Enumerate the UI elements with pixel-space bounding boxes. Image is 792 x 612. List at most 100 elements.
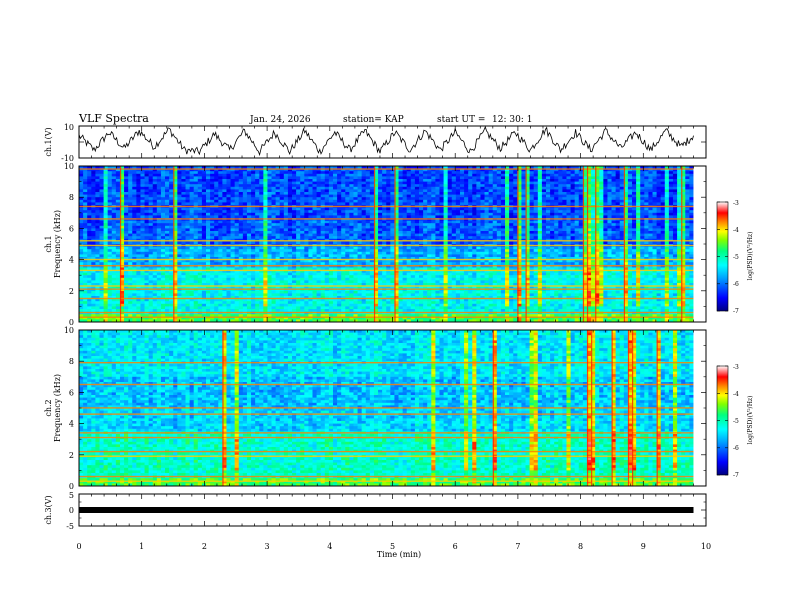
spectrogram-cell	[169, 207, 174, 211]
spectrogram-cell	[197, 176, 203, 180]
spectrogram-cell	[394, 168, 399, 172]
spectrogram-cell	[140, 215, 145, 219]
spectrogram-cell	[382, 223, 387, 227]
spectrogram-cell	[271, 176, 277, 180]
spectrogram-cell	[369, 181, 375, 185]
spectrogram-cell	[373, 231, 379, 234]
spectrogram-cell	[517, 220, 522, 224]
spectrogram-cell	[144, 197, 150, 201]
spectrogram-cell	[181, 236, 186, 240]
spectrogram-cell	[619, 176, 625, 180]
spectrogram-cell	[107, 246, 113, 250]
spectrogram-cell	[119, 168, 125, 172]
spectrogram-cell	[525, 179, 531, 182]
spectrogram-cell	[148, 176, 154, 180]
spectrogram-cell	[558, 223, 563, 227]
spectrogram-cell	[361, 249, 367, 253]
spectrogram-cell	[664, 207, 670, 211]
spectrogram-cell	[144, 212, 150, 216]
spectrogram-cell	[91, 207, 96, 211]
spectrogram-cell	[193, 223, 199, 227]
spectrogram-cell	[685, 166, 690, 169]
spectrogram-cell	[349, 199, 354, 203]
spectrogram-cell	[648, 225, 653, 229]
spectrogram-cell	[361, 207, 367, 211]
spectrogram-cell	[373, 173, 379, 177]
spectrogram-cell	[124, 246, 129, 250]
spectrogram-cell	[259, 225, 264, 229]
spectrogram-cell	[177, 199, 182, 203]
spectrogram-cell	[668, 173, 674, 177]
spectrogram-cell	[525, 228, 531, 232]
spectrogram-cell	[115, 199, 121, 203]
spectrogram-cell	[685, 231, 690, 234]
spectrogram-cell	[644, 212, 649, 216]
spectrogram-cell	[177, 225, 182, 229]
spectrogram-cell	[492, 184, 498, 188]
spectrogram-cell	[558, 246, 563, 250]
spectrogram-cell	[300, 192, 305, 195]
spectrogram-cell	[111, 171, 117, 175]
spectrogram-cell	[545, 236, 551, 240]
spectrogram-cell	[672, 166, 678, 169]
spectrogram-cell	[79, 199, 84, 203]
spectrogram-cell	[615, 194, 621, 198]
spectrogram-cell	[672, 189, 678, 193]
spectrogram-cell	[541, 181, 547, 185]
spectrogram-cell	[160, 212, 166, 216]
spectrogram-cell	[681, 202, 686, 206]
spectrogram-cell	[554, 199, 559, 203]
spectrogram-cell	[672, 210, 678, 214]
spectrogram-cell	[591, 212, 596, 216]
spectrogram-cell	[517, 210, 522, 214]
spectrogram-cell	[644, 207, 649, 211]
spectrogram-cell	[95, 246, 100, 250]
spectrogram-cell	[672, 168, 678, 172]
spectrogram-cell	[615, 233, 621, 237]
spectrogram-cell	[619, 194, 625, 198]
spectrogram-cell	[677, 197, 682, 201]
spectrogram-cell	[644, 173, 649, 177]
spectrogram-cell	[521, 233, 526, 237]
spectrogram-cell	[681, 199, 686, 203]
spectrogram-cell	[488, 231, 494, 234]
spectrogram-cell	[431, 202, 436, 206]
spectrogram-cell	[345, 194, 350, 198]
spectrogram-cell	[214, 246, 219, 250]
spectrogram-cell	[165, 223, 170, 227]
spectrogram-cell	[296, 176, 301, 180]
spectrogram-cell	[287, 184, 293, 188]
spectrogram-cell	[419, 171, 424, 175]
spectrogram-cell	[201, 228, 207, 232]
spectrogram-cell	[246, 210, 252, 214]
spectrogram-cell	[394, 207, 399, 211]
spectrogram-cell	[455, 207, 461, 211]
spectrogram-cell	[349, 228, 354, 232]
spectrogram-cell	[132, 179, 137, 182]
spectrogram-cell	[603, 207, 608, 211]
spectrogram-cell	[328, 233, 334, 237]
spectrogram-cell	[111, 223, 117, 227]
spectrogram-cell	[177, 228, 182, 232]
spectrogram-cell	[267, 176, 272, 180]
spectrogram-cell	[181, 241, 186, 245]
spectrogram-cell	[394, 199, 399, 203]
spectrogram-cell	[337, 236, 342, 240]
spectrogram-cell	[357, 199, 363, 203]
spectrogram-cell	[574, 212, 580, 216]
spectrogram-cell	[414, 231, 420, 234]
spectrogram-cell	[443, 223, 449, 227]
spectrogram-cell	[419, 228, 424, 232]
spectrogram-cell	[214, 199, 219, 203]
spectrogram-cell	[328, 197, 334, 201]
spectrogram-cell	[656, 186, 662, 190]
spectrogram-cell	[246, 186, 252, 190]
spectrogram-cell	[271, 215, 277, 219]
spectrogram-cell	[271, 241, 277, 245]
spectrogram-cell	[410, 220, 416, 224]
spectrogram-cell	[599, 223, 604, 227]
spectrogram-cell	[480, 197, 485, 201]
spectrogram-cell	[615, 212, 621, 216]
spectrogram-cell	[279, 233, 285, 237]
spectrogram-cell	[238, 194, 244, 198]
